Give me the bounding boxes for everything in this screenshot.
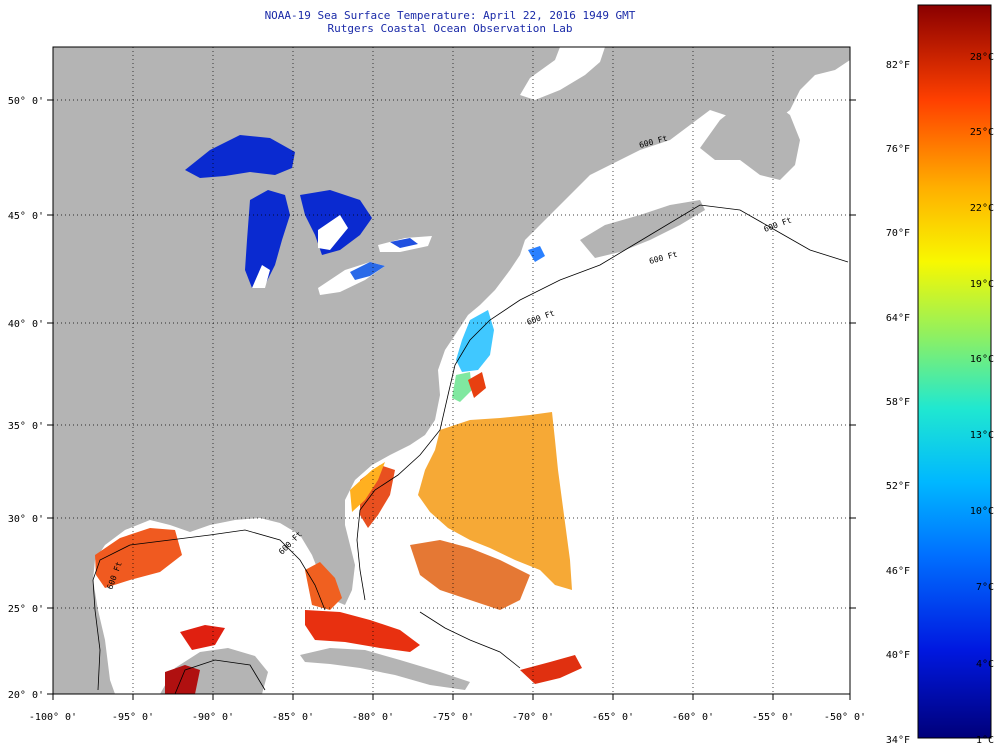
- lake-erie-sst: [350, 262, 385, 280]
- sst-yucatan-channel: [165, 665, 200, 694]
- latitude-labels: 20° 0' 25° 0' 30° 0' 35° 0' 40° 0' 45° 0…: [8, 96, 44, 701]
- lon-label: -60° 0': [672, 712, 714, 723]
- sst-florida-keys: [305, 610, 420, 652]
- cbar-f-label: 76°F: [886, 144, 910, 155]
- cbar-f-label: 70°F: [886, 228, 910, 239]
- cbar-f-label: 46°F: [886, 566, 910, 577]
- map-frame: [52, 46, 851, 695]
- lon-label: -100° 0': [29, 712, 77, 723]
- cbar-c-label: 7°C: [976, 582, 994, 593]
- longitude-labels: -100° 0' -95° 0' -90° 0' -85° 0' -80° 0'…: [29, 712, 866, 723]
- lat-label: 25° 0': [8, 604, 44, 615]
- map-subtitle: Rutgers Coastal Ocean Observation Lab: [327, 22, 573, 35]
- sst-hatteras-hot: [468, 372, 486, 398]
- cbar-f-label: 34°F: [886, 735, 910, 746]
- cbar-c-label: 19°C: [970, 279, 994, 290]
- cbar-c-label: 22°C: [970, 203, 994, 214]
- sst-gulf-texas: [95, 528, 182, 588]
- sst-delmarva: [452, 372, 472, 402]
- lake-huron-nodata: [318, 215, 348, 250]
- isobath-600ft: [92, 204, 849, 694]
- cbar-c-label: 1°C: [976, 735, 994, 746]
- lat-label: 40° 0': [8, 319, 44, 330]
- colorbar-celsius-labels: 1°C 4°C 7°C 10°C 13°C 16°C 19°C 22°C 25°…: [970, 52, 994, 746]
- cbar-c-label: 25°C: [970, 127, 994, 138]
- lat-label: 35° 0': [8, 421, 44, 432]
- lon-label: -95° 0': [112, 712, 154, 723]
- sst-caribbean: [520, 655, 582, 684]
- lat-label: 20° 0': [8, 690, 44, 701]
- lake-ontario-sst: [390, 238, 418, 248]
- map-title: NOAA-19 Sea Surface Temperature: April 2…: [264, 9, 636, 22]
- newfoundland-land: [700, 100, 800, 180]
- lat-label: 45° 0': [8, 211, 44, 222]
- cbar-c-label: 10°C: [970, 506, 994, 517]
- lake-michigan: [245, 190, 290, 288]
- lon-label: -50° 0': [824, 712, 866, 723]
- cbar-c-label: 16°C: [970, 354, 994, 365]
- lon-label: -80° 0': [352, 712, 394, 723]
- lon-label: -55° 0': [752, 712, 794, 723]
- graticule: [53, 47, 850, 694]
- lake-michigan-nodata: [252, 265, 270, 288]
- sst-scatter-south: [410, 540, 530, 610]
- lon-label: -85° 0': [272, 712, 314, 723]
- lake-superior: [185, 135, 295, 178]
- lon-label: -65° 0': [592, 712, 634, 723]
- sst-florida-west: [305, 562, 342, 610]
- sst-cape-cod: [528, 246, 545, 262]
- lon-label: -70° 0': [512, 712, 554, 723]
- cbar-f-label: 64°F: [886, 313, 910, 324]
- sst-gulf-scatter: [180, 625, 225, 650]
- colorbar-fahrenheit-labels: 34°F 40°F 46°F 52°F 58°F 64°F 70°F 76°F …: [886, 60, 910, 746]
- cbar-c-label: 28°C: [970, 52, 994, 63]
- cbar-f-label: 52°F: [886, 481, 910, 492]
- cbar-f-label: 58°F: [886, 397, 910, 408]
- lon-label: -90° 0': [192, 712, 234, 723]
- sst-atlantic-warm: [418, 412, 572, 590]
- cbar-f-label: 82°F: [886, 60, 910, 71]
- sst-coastal-sc: [350, 462, 385, 512]
- nova-scotia-land: [580, 200, 705, 258]
- lat-label: 30° 0': [8, 514, 44, 525]
- cbar-c-label: 13°C: [970, 430, 994, 441]
- cbar-c-label: 4°C: [976, 659, 994, 670]
- lat-label: 50° 0': [8, 96, 44, 107]
- colorbar: [917, 4, 992, 739]
- cbar-f-label: 40°F: [886, 650, 910, 661]
- cuba-land: [300, 648, 470, 690]
- axis-ticks: [47, 99, 856, 700]
- lon-label: -75° 0': [432, 712, 474, 723]
